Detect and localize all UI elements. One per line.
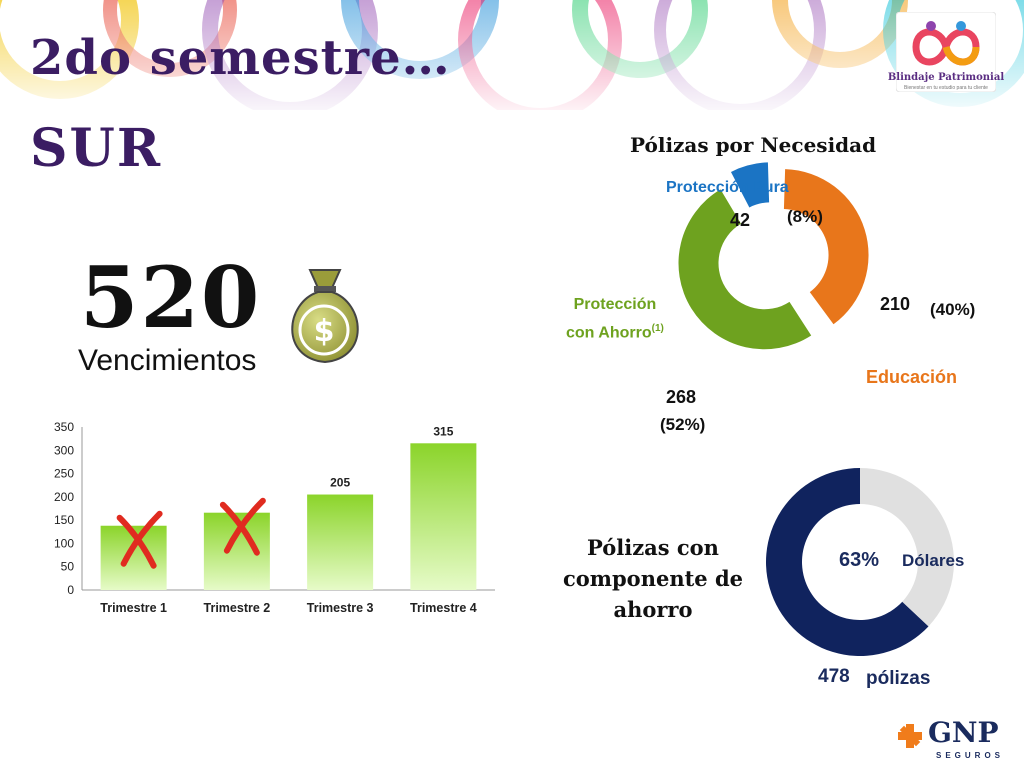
slice-label-proteccion-pura: Protección Pura xyxy=(666,179,789,196)
cross-mark-icon xyxy=(219,497,266,556)
x-tick-label: Trimestre 1 xyxy=(100,601,167,615)
y-tick-label: 50 xyxy=(61,560,75,574)
cross-mark-icon xyxy=(116,510,163,569)
gnp-logo-icon xyxy=(898,724,922,748)
svg-text:$: $ xyxy=(314,314,335,349)
decorative-banner xyxy=(0,0,1024,110)
vencimientos-label: Vencimientos xyxy=(78,344,257,377)
region-title: SUR xyxy=(30,118,163,179)
slice-label-proteccion-ahorro: Protección con Ahorro(1) xyxy=(566,296,664,342)
slice-percent-proteccion-pura: (8%) xyxy=(787,207,823,226)
y-tick-label: 300 xyxy=(54,443,74,457)
slice-label-educacion: Educación xyxy=(866,367,958,387)
y-tick-label: 0 xyxy=(67,583,74,597)
donut-chart-ahorro xyxy=(766,468,954,656)
y-tick-label: 100 xyxy=(54,536,74,550)
bar xyxy=(410,443,477,590)
money-bag-icon: $ xyxy=(291,269,359,364)
slice-value-educacion: 210 xyxy=(880,294,911,314)
donut2-total-label: pólizas xyxy=(866,668,931,689)
donut-slice xyxy=(860,468,954,627)
y-tick-label: 150 xyxy=(54,513,74,527)
pie-slice xyxy=(730,162,770,208)
slice-percent-educacion: (40%) xyxy=(930,300,976,319)
page-title: 2do semestre… xyxy=(30,30,451,86)
donut-slice xyxy=(766,468,929,656)
donut2-percent: 63% xyxy=(839,549,880,571)
gnp-logo-sub: SEGUROS xyxy=(936,751,1005,760)
y-tick-label: 350 xyxy=(54,420,74,434)
slice-percent-proteccion-ahorro: (52%) xyxy=(660,415,706,434)
pie-slice xyxy=(783,169,869,325)
y-tick-label: 200 xyxy=(54,490,74,504)
blindaje-logo-text: Blindaje Patrimonial xyxy=(887,72,1005,83)
bar-data-label: 315 xyxy=(433,424,453,438)
blindaje-logo-tagline: Bienestar en tu estudio para tu cliente xyxy=(904,85,988,91)
vencimientos-total: 520 xyxy=(80,248,262,347)
y-tick-label: 250 xyxy=(54,467,74,481)
donut-chart-necesidad xyxy=(678,162,869,350)
x-tick-label: Trimestre 3 xyxy=(307,601,374,615)
bar-chart-vencimientos: 0 50 100 150 200 250 300 350 Trimestre 1 Trimest… xyxy=(54,420,495,615)
pie-slice xyxy=(678,189,812,350)
donut2-slice-label: Dólares xyxy=(902,551,965,570)
slice-value-proteccion-pura: 42 xyxy=(730,210,751,230)
slice-value-proteccion-ahorro: 268 xyxy=(666,387,697,407)
x-tick-label: Trimestre 2 xyxy=(204,601,271,615)
pie-title-necesidad: Pólizas por Necesidad xyxy=(630,133,877,157)
bar xyxy=(307,494,374,590)
x-tick-label: Trimestre 4 xyxy=(410,601,477,615)
donut-title-ahorro: Pólizas con componente de ahorro xyxy=(562,535,744,622)
gnp-logo-text: GNP xyxy=(928,716,999,749)
blindaje-logo-icon xyxy=(896,12,996,92)
bar-data-label: 205 xyxy=(330,476,350,490)
donut2-total: 478 xyxy=(818,666,850,687)
